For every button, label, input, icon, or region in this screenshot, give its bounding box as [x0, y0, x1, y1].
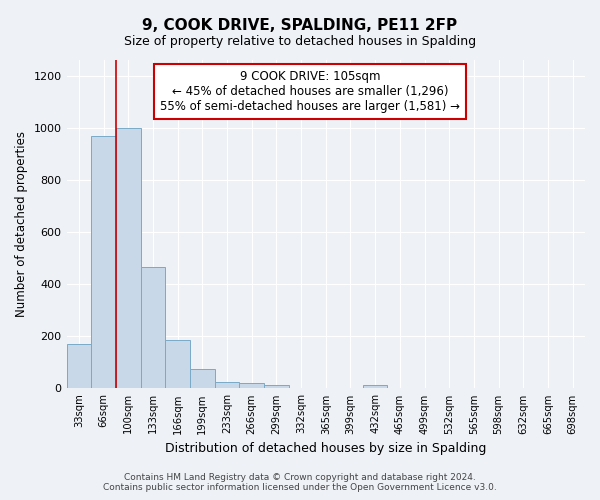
Bar [190, 369, 215, 388]
Bar [116, 128, 140, 388]
Text: Contains HM Land Registry data © Crown copyright and database right 2024.
Contai: Contains HM Land Registry data © Crown c… [103, 473, 497, 492]
Bar [215, 382, 239, 388]
Text: 9 COOK DRIVE: 105sqm
← 45% of detached houses are smaller (1,296)
55% of semi-de: 9 COOK DRIVE: 105sqm ← 45% of detached h… [160, 70, 460, 113]
Bar [239, 383, 264, 388]
Bar [140, 267, 165, 388]
Bar [264, 384, 289, 388]
Text: 9, COOK DRIVE, SPALDING, PE11 2FP: 9, COOK DRIVE, SPALDING, PE11 2FP [142, 18, 458, 32]
Bar [67, 344, 91, 389]
Bar [91, 136, 116, 388]
Bar [363, 384, 388, 388]
Y-axis label: Number of detached properties: Number of detached properties [15, 131, 28, 317]
X-axis label: Distribution of detached houses by size in Spalding: Distribution of detached houses by size … [165, 442, 487, 455]
Bar [165, 340, 190, 388]
Text: Size of property relative to detached houses in Spalding: Size of property relative to detached ho… [124, 35, 476, 48]
